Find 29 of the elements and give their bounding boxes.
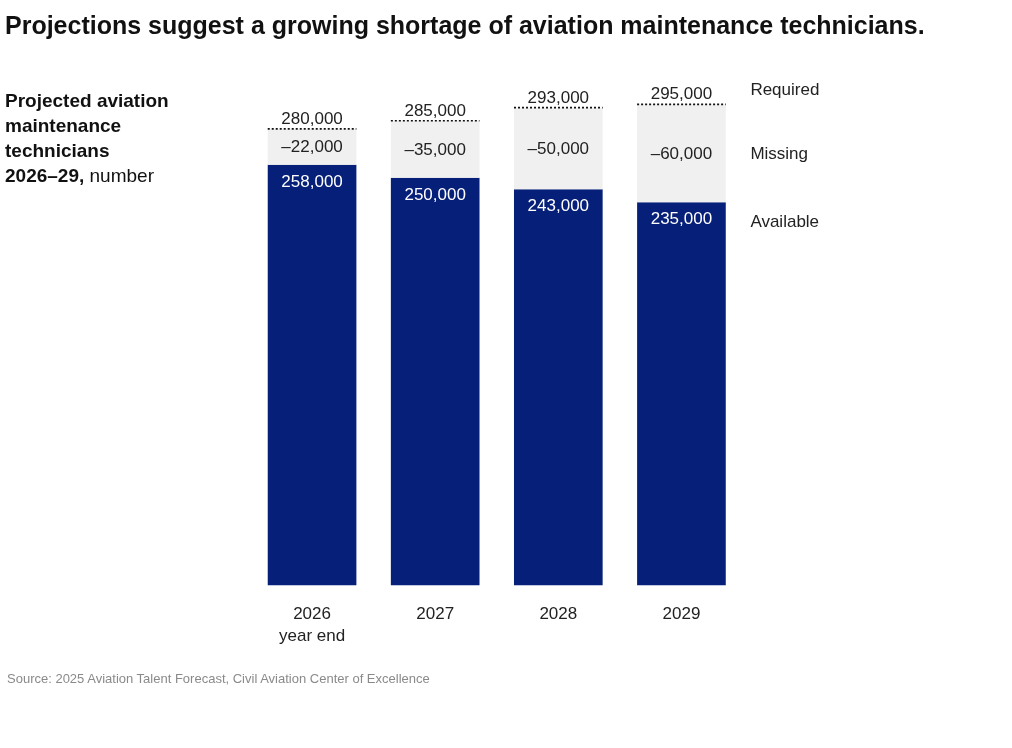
annotation: –35,000 <box>404 139 466 159</box>
x-tick-label: 2029 <box>662 603 701 623</box>
source-note: Source: 2025 Aviation Talent Forecast, Civil Aviation Center of Excellence <box>7 670 430 688</box>
annotation: –50,000 <box>527 138 590 158</box>
annotation: –60,000 <box>650 143 713 163</box>
x-tick-label: 2027 <box>416 603 455 623</box>
text: Projected aviation maintenance technicians 2026–29, number <box>5 90 169 186</box>
data-label: 235,000 <box>650 209 713 229</box>
series-label: Missing <box>750 143 809 163</box>
bar <box>637 202 726 586</box>
bar <box>637 104 726 203</box>
x-tick-label: 2026 year end <box>278 603 346 646</box>
data-label: 243,000 <box>527 196 590 216</box>
annotation: –22,000 <box>281 137 343 157</box>
total-label: 280,000 <box>281 108 343 128</box>
bar <box>390 177 480 586</box>
bar <box>390 120 480 178</box>
series-label: Available <box>750 212 820 232</box>
bar <box>267 164 357 586</box>
x-tick-label: 2028 <box>539 603 578 623</box>
text: Required <box>750 80 820 100</box>
bar <box>513 189 603 586</box>
data-label: 258,000 <box>281 171 343 191</box>
bar <box>513 107 603 190</box>
total-label: 293,000 <box>527 87 590 107</box>
data-label: 250,000 <box>404 184 466 204</box>
total-label: 285,000 <box>404 100 466 120</box>
chart-title: Projections suggest a growing shortage of aviation maintenance technicians. <box>5 10 925 41</box>
total-label: 295,000 <box>650 84 713 104</box>
